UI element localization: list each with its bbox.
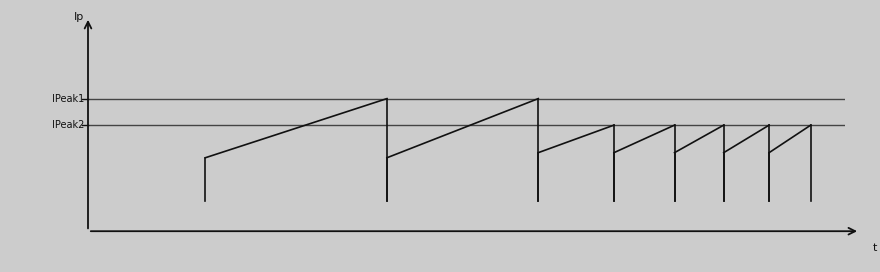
Text: Ip: Ip bbox=[74, 12, 84, 22]
Text: IPeak1: IPeak1 bbox=[52, 94, 84, 104]
Text: IPeak2: IPeak2 bbox=[52, 120, 84, 130]
Text: t: t bbox=[873, 243, 877, 254]
